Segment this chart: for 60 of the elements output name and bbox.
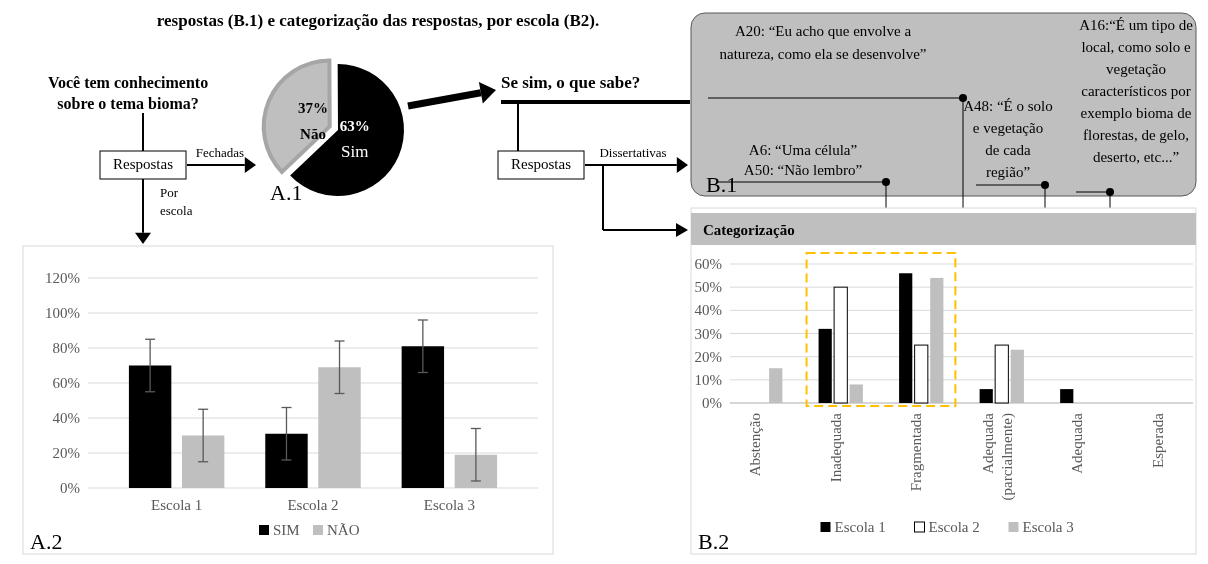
text: Fechadas	[195, 145, 245, 160]
y-tick-label: 120%	[45, 270, 80, 286]
x-tick-label: Abstenção	[747, 413, 764, 477]
y-tick-label: 80%	[52, 340, 80, 356]
legend-label: SIM	[273, 522, 300, 538]
legend-label: Escola 3	[1022, 519, 1074, 535]
text: B.1	[706, 172, 738, 197]
bar	[318, 367, 361, 488]
bar	[454, 454, 498, 488]
bar	[128, 365, 172, 488]
text: respostas (B.1) e categorização das respostas, por escola (B2).	[156, 11, 600, 30]
y-tick-label: 0%	[60, 480, 80, 496]
text: A.2	[30, 529, 63, 554]
bar	[1060, 389, 1074, 403]
y-tick-label: 30%	[694, 325, 722, 342]
x-tick-label: Adequada	[1069, 412, 1086, 474]
y-tick-label: 40%	[694, 302, 722, 319]
bar	[899, 273, 913, 403]
text: Por escola	[160, 185, 193, 218]
x-tick-label: Esperada	[1149, 412, 1166, 468]
text: A48: “É o solo e vegetação de cada região”	[963, 98, 1053, 180]
data-label: 63%	[339, 118, 370, 135]
text: Se sim, o que sabe?	[501, 73, 641, 92]
x-tick-label: Escola 3	[423, 497, 475, 513]
text: Dissertativas	[599, 145, 667, 160]
y-tick-label: 50%	[694, 279, 722, 296]
text: Respostas	[511, 156, 572, 172]
y-tick-label: 100%	[45, 305, 80, 321]
chart-title: Categorização	[703, 222, 795, 238]
bar	[401, 346, 445, 488]
y-tick-label: 40%	[52, 410, 80, 426]
y-tick-label: 20%	[52, 445, 80, 461]
text: B.2	[698, 529, 730, 554]
bar	[994, 344, 1009, 404]
legend-label: Escola 2	[928, 519, 980, 535]
x-tick-label: Fragmentada	[908, 412, 925, 492]
legend-label: Escola 1	[834, 519, 886, 535]
y-tick-label: 60%	[694, 256, 722, 272]
y-tick-label: 0%	[702, 395, 722, 411]
y-tick-label: 60%	[52, 375, 80, 391]
bar	[979, 389, 993, 403]
text: Respostas	[113, 156, 174, 172]
x-tick-label: Escola 1	[151, 497, 203, 513]
text: A6: “Uma célula” A50: “Não lembro”	[743, 142, 863, 178]
text: A16:“É um tipo de local, como solo e vegetação característicos por exemplo bioma de florestas, de gelo, deserto, etc...”	[1079, 17, 1194, 165]
text: Você tem conhecimento sobre o tema bioma?	[47, 74, 209, 112]
legend-label: NÃO	[327, 522, 360, 538]
text: A.1	[270, 180, 303, 205]
text: A20: “Eu acho que envolve a natureza, como ela se desenvolve”	[719, 23, 927, 62]
y-tick-label: 10%	[694, 371, 722, 388]
x-tick-label: Adequada (parcialmente)	[979, 412, 1016, 501]
bar	[265, 433, 308, 488]
x-tick-label: Inadequada	[827, 412, 844, 483]
y-tick-label: 20%	[694, 348, 722, 365]
bar	[181, 435, 225, 488]
x-tick-label: Escola 2	[287, 497, 339, 513]
slice-label: Sim	[340, 142, 369, 162]
bar	[914, 344, 929, 404]
slice-label: Não	[300, 126, 326, 143]
data-label: 37%	[298, 100, 329, 117]
